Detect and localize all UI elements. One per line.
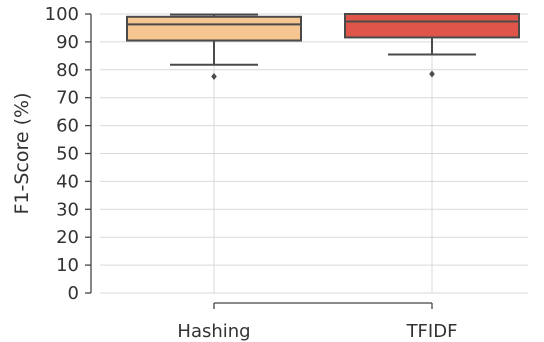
y-tick-label: 0 [68,283,79,304]
y-tick-label: 90 [56,32,79,53]
y-tick-label: 40 [56,171,79,192]
box-hashing [126,13,302,80]
y-axis-title: F1-Score (%) [11,92,33,214]
outlier-point [211,72,217,80]
gridlines [100,13,528,294]
y-tick-label: 60 [56,116,79,137]
y-tick-label: 10 [56,255,79,276]
y-tick-label: 20 [56,227,79,248]
box-body [344,13,520,39]
y-tick-label: 80 [56,60,79,81]
y-tick-label: 100 [45,4,79,25]
outlier-point [429,70,435,78]
box-body [126,15,302,42]
x-axis: Hashing TFIDF [177,302,458,342]
y-tick-label: 30 [56,199,79,220]
x-tick-label: TFIDF [406,321,458,342]
y-tick-label: 50 [56,144,79,165]
y-tick-label: 70 [56,88,79,109]
box-tfidf [344,13,520,78]
x-tick-label: Hashing [177,321,250,342]
boxes [126,13,520,80]
y-axis: 0 10 20 30 40 50 60 70 80 90 100 [45,4,92,304]
